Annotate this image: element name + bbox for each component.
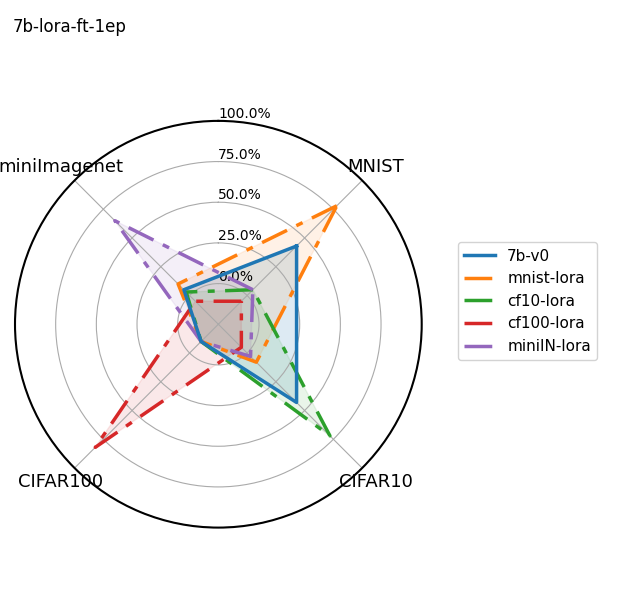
Text: 7b-lora-ft-1ep: 7b-lora-ft-1ep — [13, 18, 127, 36]
Polygon shape — [186, 290, 330, 436]
Polygon shape — [95, 301, 242, 447]
Legend: 7b-v0, mnist-lora, cf10-lora, cf100-lora, miniIN-lora: 7b-v0, mnist-lora, cf10-lora, cf100-lora… — [458, 243, 597, 360]
Polygon shape — [178, 206, 337, 362]
Polygon shape — [115, 221, 253, 357]
Polygon shape — [184, 246, 297, 402]
